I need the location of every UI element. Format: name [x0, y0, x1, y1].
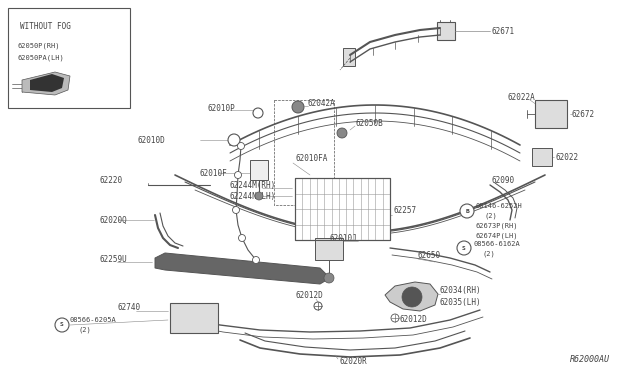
Text: 62022A: 62022A [508, 93, 536, 102]
Bar [196, 307, 204, 315]
Text: (2): (2) [482, 251, 495, 257]
Text: (2): (2) [78, 327, 91, 333]
Bar [315, 238, 343, 260]
Text: 62012D: 62012D [295, 291, 323, 299]
Circle shape [253, 257, 259, 263]
Polygon shape [385, 282, 438, 311]
Text: 62740: 62740 [118, 304, 141, 312]
Circle shape [337, 128, 347, 138]
Text: WITHOUT FOG: WITHOUT FOG [20, 22, 71, 31]
Text: S: S [60, 323, 64, 327]
Text: R62000AU: R62000AU [570, 356, 610, 365]
Circle shape [292, 101, 304, 113]
Circle shape [460, 204, 474, 218]
Text: 62042A: 62042A [308, 99, 336, 108]
Text: B: B [465, 208, 469, 214]
Circle shape [253, 108, 263, 118]
Text: (2): (2) [484, 213, 497, 219]
Polygon shape [295, 178, 390, 240]
Text: 62035(LH): 62035(LH) [440, 298, 482, 307]
Text: 62010P: 62010P [208, 103, 236, 112]
Text: 62671: 62671 [492, 26, 515, 35]
Text: 08566-6205A: 08566-6205A [70, 317, 116, 323]
Circle shape [237, 142, 244, 150]
Text: 62010J: 62010J [330, 234, 358, 243]
Bar [250, 160, 268, 180]
Bar [343, 48, 355, 66]
Text: 08566-6162A: 08566-6162A [474, 241, 521, 247]
Text: 62090: 62090 [492, 176, 515, 185]
Circle shape [255, 192, 263, 200]
Text: 62050PA(LH): 62050PA(LH) [18, 54, 65, 61]
Bar [274, 100, 334, 205]
Text: 62050P(RH): 62050P(RH) [18, 42, 61, 48]
Text: 62257: 62257 [393, 205, 416, 215]
Text: 62220: 62220 [100, 176, 123, 185]
Text: 62010D: 62010D [138, 135, 166, 144]
Text: S: S [462, 246, 466, 250]
Bar [437, 22, 455, 40]
Circle shape [324, 273, 334, 283]
Circle shape [228, 134, 240, 146]
Circle shape [55, 318, 69, 332]
Bar [535, 100, 567, 128]
Circle shape [402, 287, 422, 307]
Polygon shape [22, 72, 70, 95]
Circle shape [232, 206, 239, 214]
Text: 62034(RH): 62034(RH) [440, 286, 482, 295]
Text: 62050B: 62050B [355, 119, 383, 128]
Text: 62672: 62672 [572, 109, 595, 119]
Text: 62010FA: 62010FA [295, 154, 328, 163]
Bar [8, 8, 130, 108]
Circle shape [457, 241, 471, 255]
Text: 62244N(LH): 62244N(LH) [230, 192, 276, 201]
Text: 62022: 62022 [556, 153, 579, 161]
Circle shape [239, 234, 246, 241]
Bar [532, 148, 552, 166]
Text: 62650: 62650 [418, 251, 441, 260]
Polygon shape [30, 74, 64, 92]
Bar [170, 303, 218, 333]
Circle shape [234, 171, 241, 179]
Text: 62259U: 62259U [100, 256, 128, 264]
Text: 62673P(RH): 62673P(RH) [476, 223, 518, 229]
Text: 62010F: 62010F [200, 169, 228, 177]
Text: 62674P(LH): 62674P(LH) [476, 233, 518, 239]
Text: 62012D: 62012D [400, 315, 428, 324]
Text: 62020Q: 62020Q [100, 215, 128, 224]
Text: 08146-6252H: 08146-6252H [476, 203, 523, 209]
Text: 62020R: 62020R [340, 357, 368, 366]
Polygon shape [155, 253, 330, 284]
Text: 62244M(RH): 62244M(RH) [230, 180, 276, 189]
Bar [183, 307, 191, 315]
